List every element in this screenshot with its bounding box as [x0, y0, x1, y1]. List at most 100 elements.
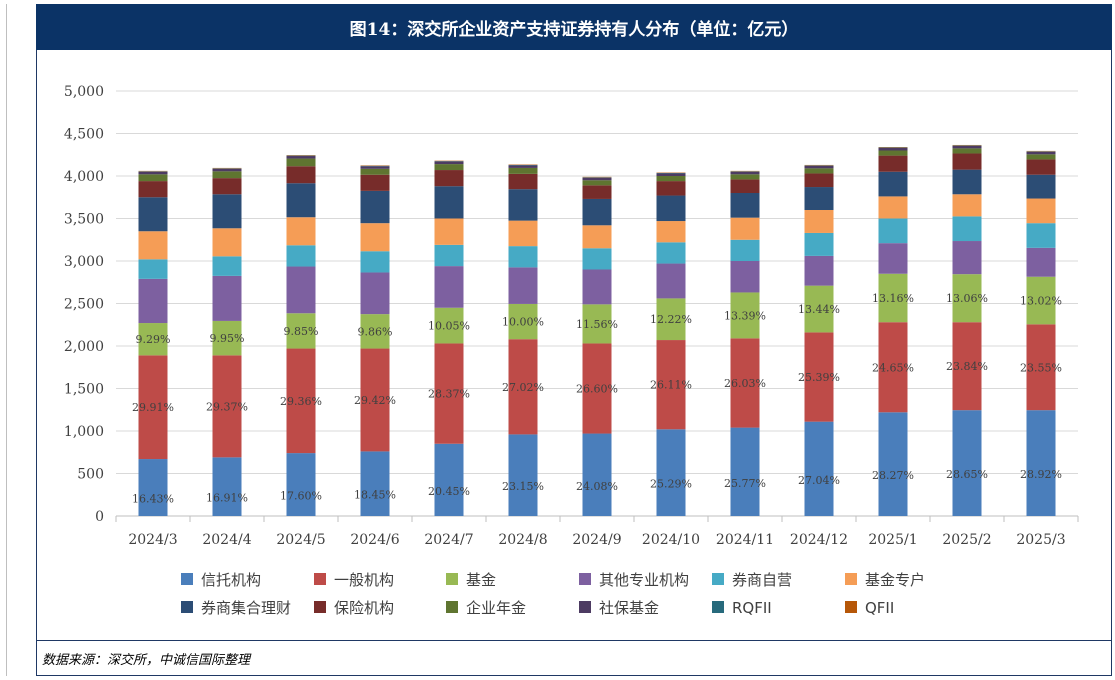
bar-segment	[656, 340, 686, 430]
y-tick-label: 0	[95, 509, 104, 525]
x-tick-label: 2024/5	[276, 532, 325, 548]
x-tick-label: 2024/8	[498, 532, 547, 548]
bar-segment	[138, 278, 168, 324]
bar-segment	[286, 313, 316, 349]
bar-segment	[1026, 324, 1056, 411]
page-left-border	[6, 4, 7, 676]
legend-swatch	[845, 601, 857, 613]
data-label: 29.91%	[132, 401, 174, 414]
x-tick-label: 2024/6	[350, 532, 399, 548]
bar-segment	[1026, 174, 1056, 199]
bar-segment	[656, 195, 686, 222]
bar-segment	[804, 232, 834, 256]
bar-segment	[138, 174, 168, 182]
y-tick-label: 4,500	[64, 127, 104, 143]
bar-segment	[1026, 410, 1056, 516]
bar-segment	[138, 259, 168, 279]
bar-segment	[434, 218, 464, 245]
data-label: 13.02%	[1020, 295, 1062, 308]
bar-segment	[508, 303, 538, 340]
data-label: 23.15%	[502, 480, 544, 493]
x-tick-label: 2024/4	[202, 532, 251, 548]
data-label: 11.56%	[576, 318, 618, 331]
bar-segment	[360, 348, 390, 452]
y-tick-label: 1,000	[64, 424, 104, 440]
legend-label: 信托机构	[201, 571, 261, 589]
bar-segment	[508, 220, 538, 247]
bar-segment	[212, 194, 242, 229]
bar-segment	[730, 427, 760, 516]
bar-segment	[582, 304, 612, 344]
bar-segment	[286, 156, 316, 159]
bar-segment	[212, 320, 242, 356]
bar-segment	[952, 410, 982, 516]
bar-segment	[952, 216, 982, 242]
legend-swatch	[712, 601, 724, 613]
data-label: 24.65%	[872, 361, 914, 374]
bar-segment	[434, 170, 464, 187]
bar-segment	[730, 239, 760, 261]
bar-segment	[138, 231, 168, 260]
bar-segment	[656, 181, 686, 196]
bar-segment	[360, 166, 390, 169]
data-label: 20.45%	[428, 485, 470, 498]
legend-swatch	[181, 601, 193, 613]
y-tick-label: 2,500	[64, 297, 104, 313]
data-label: 17.60%	[280, 490, 322, 503]
bar-segment	[582, 180, 612, 186]
bar-segment	[286, 453, 316, 516]
legend-label: 企业年金	[466, 599, 526, 617]
bar-segment	[878, 218, 908, 244]
bar-segment	[1026, 151, 1056, 155]
bar-segment	[286, 217, 316, 246]
bar-segment	[508, 167, 538, 174]
bar-segment	[656, 176, 686, 182]
data-label: 10.05%	[428, 320, 470, 333]
bar-segment	[360, 190, 390, 224]
data-label: 23.55%	[1020, 361, 1062, 374]
legend-swatch	[446, 601, 458, 613]
bar-segment	[952, 145, 982, 149]
bar-segment	[360, 451, 390, 516]
bar-segment	[1026, 198, 1056, 224]
bar-segment	[508, 339, 538, 435]
bar-segment	[360, 174, 390, 191]
bar-segment	[212, 178, 242, 195]
data-label: 26.60%	[576, 383, 618, 396]
bar-segment	[804, 255, 834, 286]
x-tick-label: 2024/7	[424, 532, 473, 548]
bar-segment	[138, 171, 168, 175]
bar-segment	[286, 266, 316, 314]
bar-segment	[952, 241, 982, 275]
bar-segment	[730, 179, 760, 193]
bar-segment	[434, 307, 464, 344]
data-label: 10.00%	[502, 316, 544, 329]
bar-segment	[804, 332, 834, 422]
data-label: 16.43%	[132, 493, 174, 506]
bar-segment	[508, 434, 538, 516]
bar-segment	[582, 269, 612, 305]
bar-segment	[730, 174, 760, 180]
x-tick-label: 2024/11	[716, 532, 774, 548]
data-label: 26.11%	[650, 379, 692, 392]
bar-segment	[508, 246, 538, 268]
legend-swatch	[579, 601, 591, 613]
bar-segment	[730, 292, 760, 339]
bar-segment	[1026, 154, 1056, 160]
legend-swatch	[314, 573, 326, 585]
data-label: 28.65%	[946, 468, 988, 481]
y-tick-label: 5,000	[64, 84, 104, 100]
bar-segment	[286, 183, 316, 218]
bar-segment	[434, 186, 464, 219]
data-label: 9.85%	[284, 325, 319, 338]
bar-segment	[212, 228, 242, 257]
bar-segment	[952, 274, 982, 323]
bar-segment	[138, 323, 168, 356]
bar-segment	[582, 185, 612, 199]
legend-label: 一般机构	[334, 571, 394, 589]
bar-segment	[138, 181, 168, 198]
bar-segment	[138, 459, 168, 516]
legend-swatch	[446, 573, 458, 585]
bar-segment	[730, 193, 760, 218]
y-tick-label: 2,000	[64, 339, 104, 355]
